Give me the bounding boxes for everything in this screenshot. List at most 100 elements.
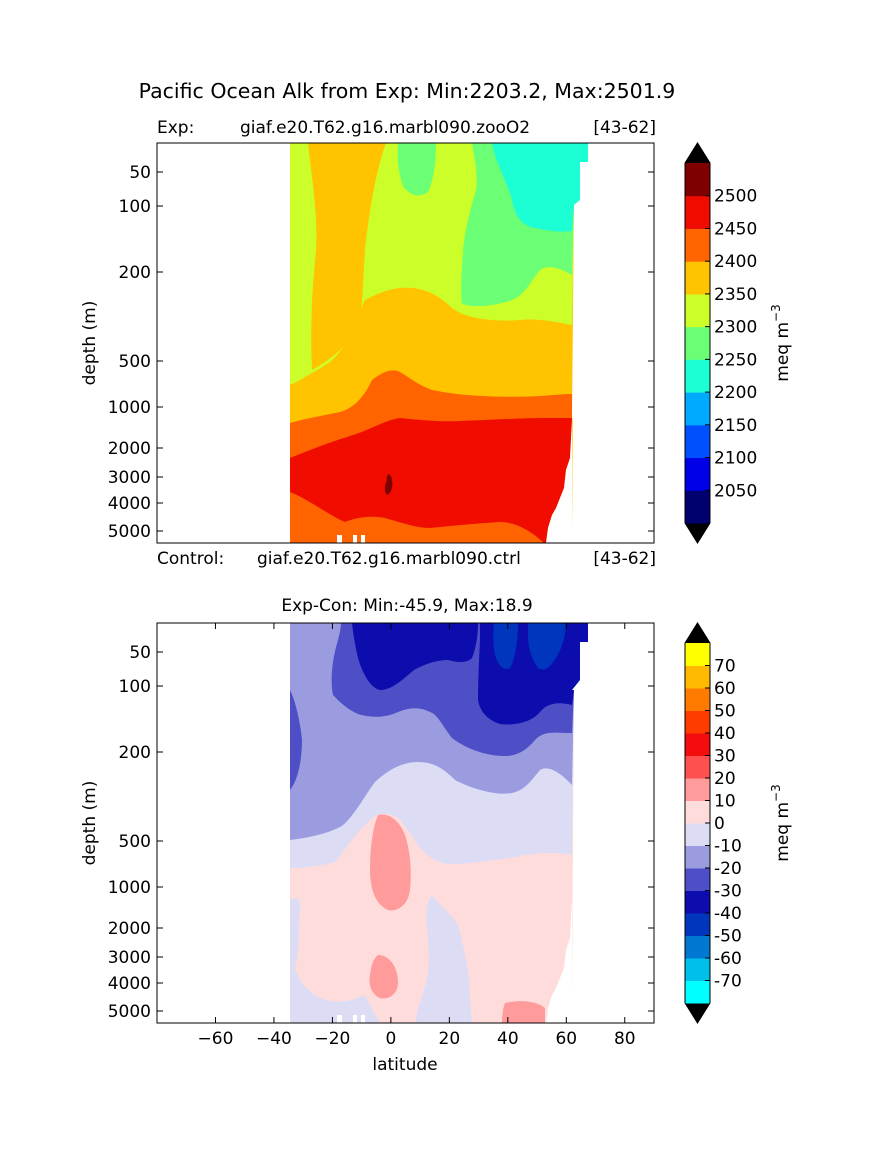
exp-colorbar-label: meq m−3 [769,304,793,381]
exp-contour-fill [290,143,654,543]
exp-year-range: [43-62] [593,118,656,138]
exp-colorbar-swatch [685,163,710,197]
exp-colorbar-over-arrow [685,143,710,163]
difference-y-tick-label: 2000 [108,919,151,939]
difference-colorbar-swatch [685,665,710,689]
difference-colorbar-tick-label: -30 [714,882,742,902]
exp-colorbar-tick-label: 2100 [714,449,757,469]
difference-colorbar-tick-label: 40 [714,724,736,744]
exp-y-axis-label: depth (m) [80,301,100,386]
exp-colorbar-swatch [685,261,710,295]
difference-y-tick-label: 4000 [108,974,151,994]
exp-colorbar-swatch [685,490,710,524]
exp-colorbar-tick-label: 2200 [714,383,757,403]
difference-colorbar-swatch [685,643,710,666]
difference-colorbar-tick-label: -50 [714,927,742,947]
control-year-range: [43-62] [593,549,656,569]
difference-colorbar-swatch [685,755,710,779]
x-tick-label: 40 [497,1029,519,1049]
difference-colorbar-swatch [685,733,710,756]
exp-colorbar-swatch [685,424,710,459]
x-tick-label: 80 [614,1029,636,1049]
exp-label: Exp: [157,118,194,138]
exp-colorbar-tick-label: 2250 [714,350,757,370]
exp-colorbar-tick-label: 2350 [714,285,757,305]
exp-colorbar-tick-label: 2150 [714,416,757,436]
difference-colorbar-swatch [685,935,710,959]
difference-colorbar-tick-label: 30 [714,747,736,767]
difference-y-tick-label: 3000 [108,948,151,968]
difference-colorbar-swatch [685,913,710,936]
x-tick-label: −60 [198,1029,234,1049]
exp-colorbar: 2050 2100 2150 2200 2250 2300 2350 2400 2450 2500… [684,142,793,544]
difference-colorbar-swatch [685,823,710,846]
difference-colorbar-tick-label: 0 [714,814,725,834]
exp-colorbar-swatch [685,359,710,393]
exp-colorbar-tick-label: 2300 [714,318,757,338]
exp-y-tick-label: 4000 [108,494,151,514]
exp-y-tick-label: 100 [119,197,151,217]
difference-contour-fill [290,623,654,1023]
exp-colorbar-tick-label: 2400 [714,252,757,272]
difference-colorbar-outline [684,622,711,1024]
difference-colorbar-tick-label: -40 [714,904,742,924]
difference-colorbar-swatch [685,868,710,891]
difference-colorbar-tick-label: -60 [714,949,742,969]
exp-case-name: giaf.e20.T62.g16.marbl090.zooO2 [240,118,530,138]
exp-y-tick-label: 2000 [108,439,151,459]
difference-colorbar-swatch [685,958,710,981]
control-case-name: giaf.e20.T62.g16.marbl090.ctrl [257,549,521,569]
difference-y-tick-label: 50 [129,643,151,663]
difference-colorbar-swatch [685,778,710,801]
difference-colorbar-over-arrow [685,623,710,643]
exp-colorbar-swatch [685,228,710,262]
exp-colorbar-swatch [685,392,710,426]
exp-colorbar-under-arrow [685,523,710,543]
difference-title: Exp-Con: Min:-45.9, Max:18.9 [281,596,532,616]
exp-y-tick-label: 500 [119,352,151,372]
difference-colorbar-tick-label: -70 [714,972,742,992]
exp-y-tick-label: 50 [129,163,151,183]
exp-y-axis: 50 100 200 500 1000 2000 3000 4000 5000 [108,163,654,542]
x-axis-label: latitude [372,1055,437,1075]
difference-colorbar-tick-label: 10 [714,792,736,812]
exp-y-tick-label: 200 [119,263,151,283]
x-tick-label: −20 [314,1029,350,1049]
x-tick-label: 0 [385,1029,396,1049]
difference-x-axis: −60 −40 −20 0 20 40 60 80 [198,623,636,1049]
x-tick-label: 20 [439,1029,461,1049]
difference-colorbar-swatch [685,845,710,869]
x-tick-label: −40 [256,1029,292,1049]
exp-colorbar-swatch [685,457,710,491]
exp-panel: 50 100 200 500 1000 2000 3000 4000 5000 depth (m… [80,142,655,544]
difference-y-tick-label: 1000 [108,878,151,898]
x-tick-label: 60 [555,1029,577,1049]
difference-colorbar-swatch [685,710,710,734]
difference-y-tick-label: 200 [119,743,151,763]
difference-colorbar-swatch [685,688,710,711]
difference-colorbar-swatch [685,800,710,824]
difference-y-tick-label: 5000 [108,1002,151,1022]
exp-colorbar-swatch [685,293,710,328]
difference-y-tick-label: 500 [119,832,151,852]
control-label: Control: [157,549,224,569]
exp-colorbar-swatch [685,326,710,360]
difference-colorbar-tick-label: 20 [714,769,736,789]
exp-colorbar-swatch [685,195,710,229]
difference-colorbar-tick-label: 60 [714,679,736,699]
difference-y-axis-label: depth (m) [80,781,100,866]
difference-colorbar-tick-label: -10 [714,837,742,857]
difference-y-tick-label: 100 [119,677,151,697]
difference-colorbar-tick-label: 50 [714,702,736,722]
difference-colorbar-swatch [685,890,710,914]
figure-suptitle: Pacific Ocean Alk from Exp: Min:2203.2, … [139,79,676,103]
difference-colorbar-under-arrow [685,1003,710,1023]
exp-colorbar-tick-label: 2050 [714,481,757,501]
difference-y-axis: 50 100 200 500 1000 2000 3000 4000 5000 [108,643,654,1022]
difference-colorbar-swatch [685,980,710,1004]
exp-colorbar-outline [684,142,711,544]
difference-colorbar-tick-label: 70 [714,657,736,677]
